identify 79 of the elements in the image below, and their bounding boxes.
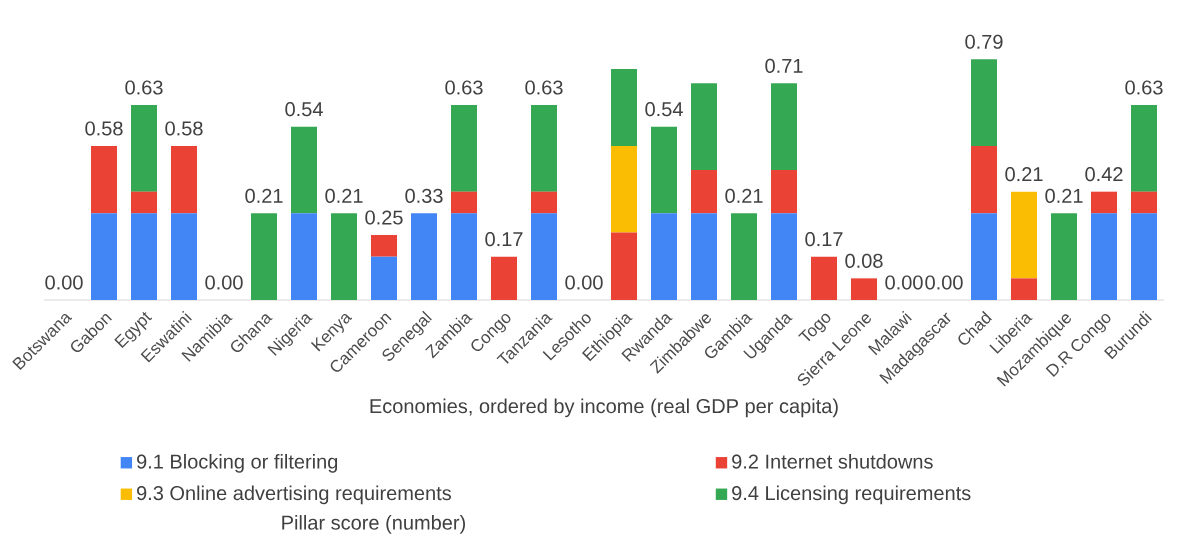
annotation: 0.08 xyxy=(845,253,883,268)
annotation: 0.00 xyxy=(925,275,963,290)
annotation: 0.71 xyxy=(765,58,803,73)
bar xyxy=(171,145,198,214)
bar xyxy=(971,213,998,301)
bar xyxy=(691,83,717,171)
legend-label: 9.2 Internet shutdowns xyxy=(732,454,933,469)
annotation: 0.63 xyxy=(1125,80,1163,95)
annotation: 0.21 xyxy=(245,188,283,203)
bar xyxy=(91,213,117,301)
bar xyxy=(1011,191,1038,279)
bar xyxy=(131,105,158,192)
bar xyxy=(1131,213,1158,301)
bar xyxy=(491,256,518,301)
annotation: 0.58 xyxy=(85,121,123,136)
bar xyxy=(731,213,757,301)
annotation: 0.17 xyxy=(485,232,523,247)
bar xyxy=(651,213,677,301)
bar xyxy=(171,213,198,301)
x-tick-label: Togo xyxy=(798,313,831,342)
bar xyxy=(691,170,717,214)
bar xyxy=(691,213,717,301)
bar xyxy=(371,256,398,301)
annotation: 0.79 xyxy=(965,34,1003,49)
annotation: 0.00 xyxy=(565,275,603,290)
bar xyxy=(531,105,558,192)
bar xyxy=(971,145,998,214)
bar xyxy=(611,232,637,301)
annotation: 0.63 xyxy=(445,80,483,95)
bar xyxy=(291,126,318,214)
annotation: 0.63 xyxy=(125,80,163,95)
annotation: 0.21 xyxy=(725,188,763,203)
x-axis-title: Economies, ordered by income (real GDP per capita) xyxy=(370,398,838,418)
annotation: 0.21 xyxy=(1005,167,1043,182)
bar xyxy=(291,213,318,301)
legend-label: 9.1 Blocking or filtering xyxy=(137,454,338,473)
bar xyxy=(971,59,998,146)
bar xyxy=(1011,278,1038,301)
bar xyxy=(851,278,877,301)
annotation: 0.21 xyxy=(1045,188,1083,203)
bar xyxy=(451,213,478,301)
bar xyxy=(771,170,797,214)
bar xyxy=(611,68,637,146)
annotation: 0.21 xyxy=(325,188,363,203)
bar xyxy=(451,191,478,214)
bar xyxy=(811,256,837,301)
bar xyxy=(371,235,398,257)
annotation: 0.25 xyxy=(365,210,403,225)
annotation: 0.42 xyxy=(1085,167,1123,182)
legend-label: 9.4 Licensing requirements xyxy=(732,485,971,505)
legend-label: 9.3 Online advertising requirements xyxy=(137,485,452,505)
annotation: 0.54 xyxy=(285,102,323,117)
bar xyxy=(91,145,117,214)
annotation: 0.00 xyxy=(45,275,83,290)
bar xyxy=(531,191,558,214)
annotation: 0.54 xyxy=(645,102,683,117)
annotation: 0.33 xyxy=(405,188,443,203)
bar xyxy=(1091,191,1118,214)
bar xyxy=(651,126,677,214)
bar xyxy=(1091,213,1118,301)
bar xyxy=(771,83,797,171)
bar xyxy=(451,105,478,192)
annotation: 0.17 xyxy=(805,232,843,247)
bar xyxy=(131,191,158,214)
annotation: 0.63 xyxy=(525,80,563,95)
bar xyxy=(1051,213,1078,301)
bar xyxy=(611,145,637,233)
bar xyxy=(411,213,438,301)
bar xyxy=(771,213,797,301)
annotation: 0.00 xyxy=(205,275,243,290)
bar xyxy=(1131,105,1158,192)
annotation: 0.58 xyxy=(165,121,203,136)
bar xyxy=(251,213,278,301)
bar xyxy=(131,213,158,301)
text: Pillar score (number) xyxy=(282,515,465,534)
bar xyxy=(331,213,358,301)
annotation: 0.00 xyxy=(885,275,923,290)
bar xyxy=(531,213,558,301)
bar xyxy=(1131,191,1158,214)
